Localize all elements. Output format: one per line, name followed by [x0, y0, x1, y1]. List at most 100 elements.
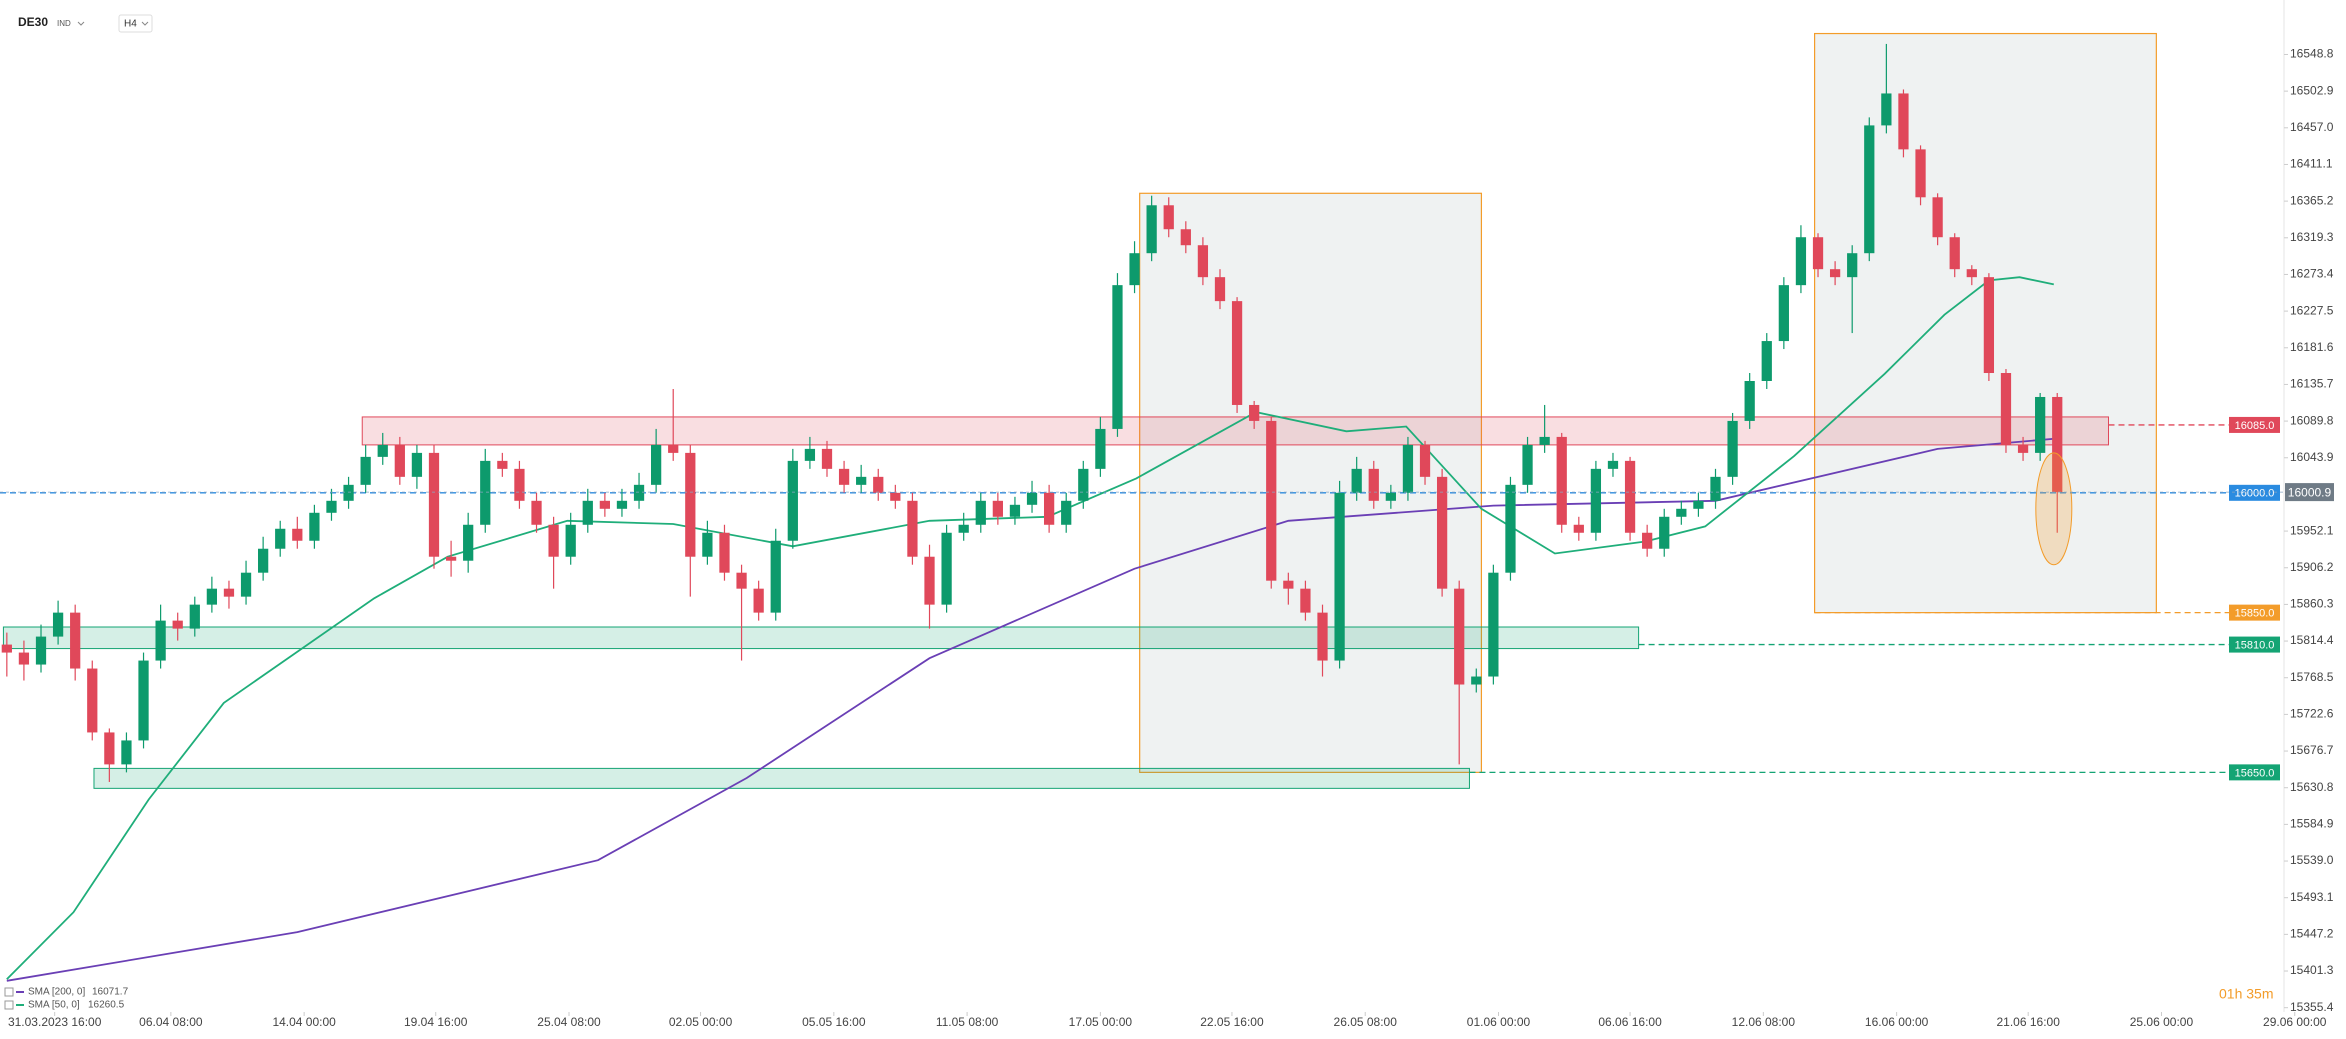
level-label: 16085.0 [2235, 420, 2275, 432]
candle-body [787, 460, 798, 541]
candle-body [1898, 93, 1909, 150]
y-tick-label: 16181.6 [2290, 340, 2334, 354]
candle-body [2000, 373, 2012, 445]
candle-body [1436, 476, 1448, 589]
candle-body [1624, 460, 1636, 533]
candle-body [702, 532, 713, 557]
candle-body [1, 644, 12, 653]
price-tag [2285, 483, 2334, 502]
y-tick-label: 16273.4 [2290, 267, 2334, 281]
legend-value: 16071.7 [92, 987, 129, 998]
candle-body [1864, 125, 1875, 254]
candle-body [856, 476, 867, 485]
candle-body [1061, 500, 1072, 525]
legend-name: SMA [50, 0] [28, 1000, 80, 1011]
candle-body [1334, 492, 1345, 661]
timeframe[interactable]: H4 [124, 19, 137, 30]
candle-body [1761, 341, 1772, 381]
y-tick-label: 15584.9 [2290, 817, 2334, 831]
candle-body [428, 452, 440, 557]
highlight-ellipse [2035, 452, 2073, 566]
toolbar: DE30 IND H4 [18, 14, 153, 33]
candle-body [736, 572, 747, 589]
candle-body [1180, 229, 1191, 246]
candle-body [1095, 428, 1106, 469]
level-tag [2229, 416, 2280, 433]
dropdown-icon[interactable] [141, 21, 149, 26]
candle-body [1112, 285, 1123, 429]
candle-body [838, 468, 850, 485]
candle-body [1385, 492, 1396, 501]
y-tick-label: 15493.1 [2290, 890, 2334, 904]
countdown: 01h 35m [2219, 986, 2273, 1002]
candle-body [1966, 269, 1977, 278]
candle-body [1351, 468, 1362, 493]
y-tick-label: 15401.3 [2290, 963, 2334, 977]
candle-body [172, 620, 183, 629]
candle-body [1300, 588, 1311, 613]
x-tick-label: 31.03.2023 16:00 [8, 1015, 102, 1029]
x-tick-label: 02.05 00:00 [669, 1015, 733, 1029]
candle-body [240, 572, 252, 597]
candle-body [1556, 436, 1567, 525]
y-tick-label: 15860.3 [2290, 597, 2334, 611]
candle-body [480, 460, 491, 525]
candle-body [1693, 500, 1704, 509]
candle-body [1471, 676, 1482, 685]
candle-body [890, 492, 901, 501]
y-tick-label: 15906.2 [2290, 560, 2334, 574]
candle-body [770, 540, 781, 613]
candle-body [804, 448, 816, 461]
zone [2, 626, 1640, 650]
x-tick-label: 11.05 08:00 [936, 1015, 999, 1029]
candle-body [2017, 444, 2029, 453]
legend-value: 16260.5 [88, 1000, 125, 1011]
candle-body [326, 500, 337, 513]
candle-body [1727, 420, 1738, 477]
y-tick-label: 16502.9 [2290, 83, 2334, 97]
candle-body [873, 476, 884, 493]
candle-body [1163, 205, 1174, 230]
x-tick-label: 21.06 16:00 [1996, 1015, 2060, 1029]
candle-body [1676, 508, 1687, 517]
candle-body [1505, 484, 1516, 573]
y-tick-label: 15630.8 [2290, 780, 2334, 794]
y-tick-label: 16457.0 [2290, 120, 2334, 134]
candle-body [52, 612, 64, 637]
candle-body [1915, 149, 1926, 198]
symbol[interactable]: DE30 [18, 15, 48, 29]
candle-body [104, 732, 115, 765]
candle-body [1368, 468, 1379, 501]
x-tick-label: 01.06 00:00 [1467, 1015, 1531, 1029]
y-tick-label: 15722.6 [2290, 707, 2334, 721]
candle-body [719, 532, 730, 573]
candle-body [514, 468, 525, 501]
level-tag [2229, 764, 2280, 781]
candle-body [753, 588, 764, 613]
candle-body [1847, 253, 1858, 278]
legend-icon [4, 1000, 14, 1010]
y-tick-label: 16089.8 [2290, 413, 2334, 427]
candle-body [1573, 524, 1584, 533]
level-tag [2229, 484, 2280, 501]
candle-body [651, 444, 662, 485]
candle-body [548, 524, 559, 557]
candle-body [1043, 492, 1055, 525]
candle-body [1983, 277, 1995, 374]
dropdown-icon[interactable] [77, 21, 85, 26]
candle-body [582, 500, 593, 525]
candle-body [907, 500, 918, 557]
candle-body [1419, 444, 1431, 477]
timeframe-button[interactable] [118, 14, 153, 33]
candle-body [1488, 572, 1499, 677]
x-tick-label: 12.06 08:00 [1732, 1015, 1796, 1029]
y-tick-label: 16319.3 [2290, 230, 2334, 244]
y-tick-label: 15447.2 [2290, 927, 2334, 941]
candle-body [1454, 588, 1465, 685]
candle-body [1402, 444, 1414, 493]
candle-body [1078, 468, 1089, 501]
candle-body [1249, 404, 1260, 421]
legend-name: SMA [200, 0] [28, 987, 85, 998]
candle-body [668, 444, 679, 453]
